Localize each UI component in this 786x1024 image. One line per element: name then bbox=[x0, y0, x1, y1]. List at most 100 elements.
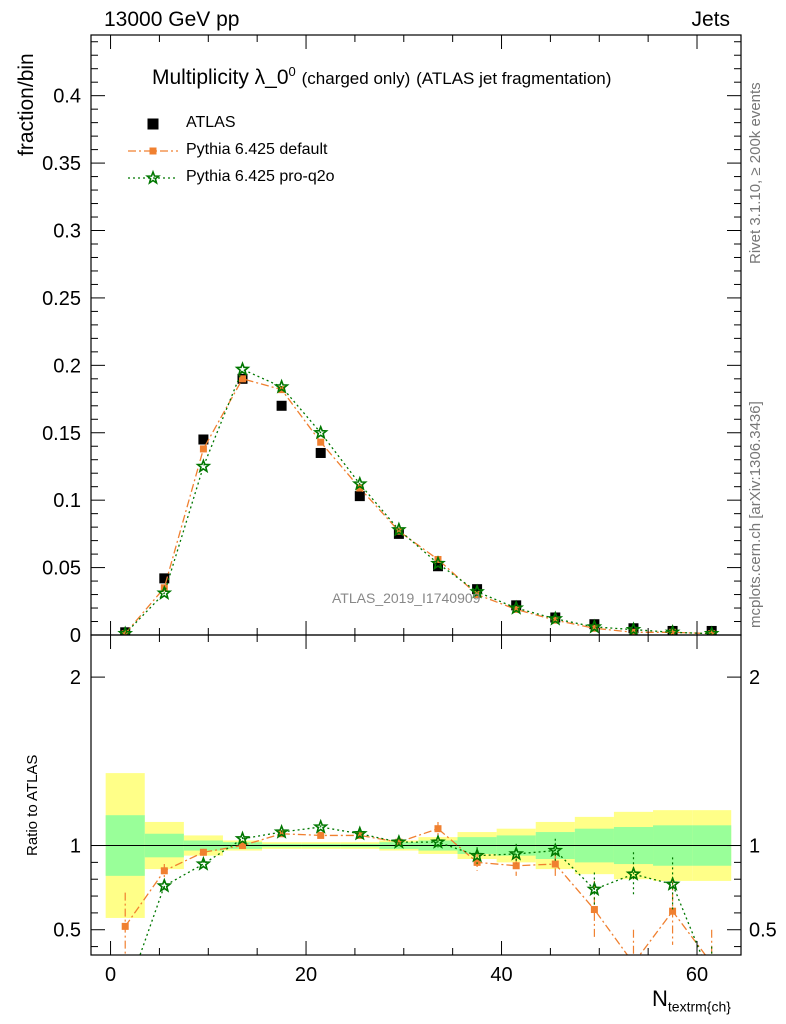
ratio-point-pythia-default bbox=[708, 960, 715, 967]
data-point-pythia-default bbox=[512, 605, 520, 613]
ratio-point-pythia-pro-q2o bbox=[586, 881, 603, 897]
ratio-point-pythia-pro-q2o bbox=[312, 818, 329, 834]
rivet-info-label: Rivet 3.1.10, ≥ 200k events bbox=[747, 82, 764, 264]
data-point-pythia-pro-q2o bbox=[430, 555, 446, 571]
data-point-pythia-default bbox=[551, 616, 559, 624]
y-tick-label: 0.4 bbox=[53, 86, 81, 108]
ratio-point-pythia-pro-q2o bbox=[195, 855, 212, 871]
header-left-label: 13000 GeV pp bbox=[104, 8, 240, 31]
ratio-point-pythia-pro-q2o bbox=[508, 845, 525, 861]
title-jet-fragmentation: (ATLAS jet fragmentation) bbox=[416, 69, 612, 88]
title-superscript: 0 bbox=[288, 64, 296, 79]
header-right-label: Jets bbox=[691, 8, 730, 31]
data-point-pythia-pro-q2o bbox=[273, 378, 290, 394]
data-point-atlas bbox=[315, 447, 326, 458]
ratio-point-pythia-default bbox=[590, 906, 598, 914]
ratio-point-pythia-default bbox=[199, 848, 207, 856]
data-point-pythia-pro-q2o bbox=[586, 618, 603, 634]
y-tick-label: 0 bbox=[70, 625, 81, 647]
x-tick-label: 40 bbox=[490, 964, 512, 986]
series-line-2 bbox=[124, 368, 712, 635]
ratio-point-pythia-default bbox=[121, 922, 129, 930]
legend-label-pythia-pro-q2o: Pythia 6.425 pro-q2o bbox=[186, 168, 335, 185]
data-point-pythia-pro-q2o bbox=[312, 424, 329, 440]
ratio-point-pythia-pro-q2o bbox=[234, 830, 251, 846]
data-point-pythia-pro-q2o bbox=[625, 621, 642, 635]
data-point-atlas bbox=[628, 623, 639, 634]
data-point-pythia-pro-q2o bbox=[351, 475, 368, 491]
ratio-point-pythia-pro-q2o bbox=[469, 847, 485, 863]
y-tick-label: 0.25 bbox=[42, 288, 81, 310]
ratio-point-pythia-default bbox=[317, 831, 325, 839]
data-point-atlas bbox=[589, 619, 600, 630]
ratio-line-2 bbox=[139, 826, 703, 955]
x-axis-label: Ntextrm{ch} bbox=[652, 986, 731, 1014]
y-tick-label: 0.15 bbox=[42, 423, 81, 445]
ratio-point-pythia-default bbox=[239, 842, 247, 850]
y-tick-label: 0.3 bbox=[53, 221, 81, 243]
ratio-tick-label: 0.5 bbox=[53, 920, 81, 942]
ratio-plot-area bbox=[91, 773, 741, 1002]
ratio-point-pythia-default bbox=[551, 860, 559, 868]
ratio-tick-label-right: 1 bbox=[749, 836, 760, 858]
ratio-panel bbox=[90, 634, 742, 1002]
mcplots-info-label: mcplots.cern.ch [arXiv:1306.3436] bbox=[747, 401, 764, 628]
series-line-1 bbox=[124, 378, 712, 635]
x-tick-label: 0 bbox=[105, 964, 116, 986]
x-tick-label: 20 bbox=[295, 964, 317, 986]
legend-marker-pythia-pro-q2o bbox=[145, 169, 161, 185]
ratio-point-pythia-pro-q2o bbox=[664, 876, 681, 891]
ratio-point-pythia-default bbox=[669, 907, 677, 915]
data-point-pythia-default bbox=[199, 445, 207, 453]
y-tick-label: 0.2 bbox=[53, 355, 81, 377]
ratio-tick-label-right: 0.5 bbox=[749, 920, 777, 942]
data-point-pythia-default bbox=[708, 630, 716, 635]
ratio-tick-label: 2 bbox=[70, 667, 81, 689]
ratio-point-pythia-pro-q2o bbox=[351, 825, 368, 841]
data-point-pythia-pro-q2o bbox=[703, 625, 720, 635]
data-point-pythia-default bbox=[317, 438, 325, 446]
data-point-pythia-pro-q2o bbox=[234, 361, 251, 377]
data-point-pythia-default bbox=[239, 375, 247, 383]
ratio-point-pythia-pro-q2o bbox=[120, 991, 131, 1002]
legend-marker-pythia-default bbox=[149, 147, 157, 155]
ratio-axis-label: Ratio to ATLAS bbox=[24, 754, 41, 856]
data-point-atlas bbox=[159, 573, 170, 584]
legend-label-pythia-default: Pythia 6.425 default bbox=[186, 141, 328, 158]
data-point-atlas bbox=[511, 600, 522, 611]
data-point-pythia-default bbox=[356, 484, 364, 492]
ratio-point-pythia-pro-q2o bbox=[430, 833, 446, 849]
analysis-watermark: ATLAS_2019_I1740909 bbox=[332, 590, 481, 606]
data-point-atlas bbox=[198, 434, 209, 445]
data-point-atlas bbox=[472, 584, 483, 595]
title-main: Multiplicity λ_0 bbox=[152, 66, 289, 89]
data-point-atlas bbox=[354, 491, 365, 502]
ratio-point-pythia-default bbox=[630, 960, 637, 967]
title-charged-only: (charged only) bbox=[301, 69, 411, 88]
data-point-pythia-pro-q2o bbox=[391, 521, 407, 537]
data-point-pythia-default bbox=[121, 630, 129, 635]
ratio-point-pythia-default bbox=[434, 825, 442, 833]
x-tick-label: 60 bbox=[686, 964, 708, 986]
ratio-point-pythia-pro-q2o bbox=[391, 833, 407, 849]
ratio-point-pythia-default bbox=[160, 867, 168, 875]
ratio-tick-label: 1 bbox=[70, 836, 81, 858]
y-tick-label: 0.35 bbox=[42, 153, 81, 175]
data-point-pythia-default bbox=[395, 527, 403, 535]
x-axis-label-main: N bbox=[652, 986, 668, 1011]
ratio-point-pythia-pro-q2o bbox=[547, 842, 564, 858]
y-axis-label: fraction/bin bbox=[15, 53, 38, 156]
ratio-point-pythia-pro-q2o bbox=[273, 823, 290, 839]
data-point-pythia-pro-q2o bbox=[508, 599, 525, 615]
y-tick-label: 0.05 bbox=[42, 558, 81, 580]
data-point-pythia-pro-q2o bbox=[117, 625, 134, 635]
x-axis-label-sub: textrm{ch} bbox=[667, 998, 731, 1015]
data-point-atlas bbox=[276, 400, 287, 411]
data-point-pythia-default bbox=[669, 628, 677, 635]
ratio-line-1 bbox=[124, 827, 707, 955]
legend-marker-atlas bbox=[147, 118, 159, 130]
ratio-point-pythia-default bbox=[512, 862, 520, 870]
ratio-tick-label-right: 2 bbox=[749, 667, 760, 689]
legend-label-atlas: ATLAS bbox=[186, 114, 236, 131]
